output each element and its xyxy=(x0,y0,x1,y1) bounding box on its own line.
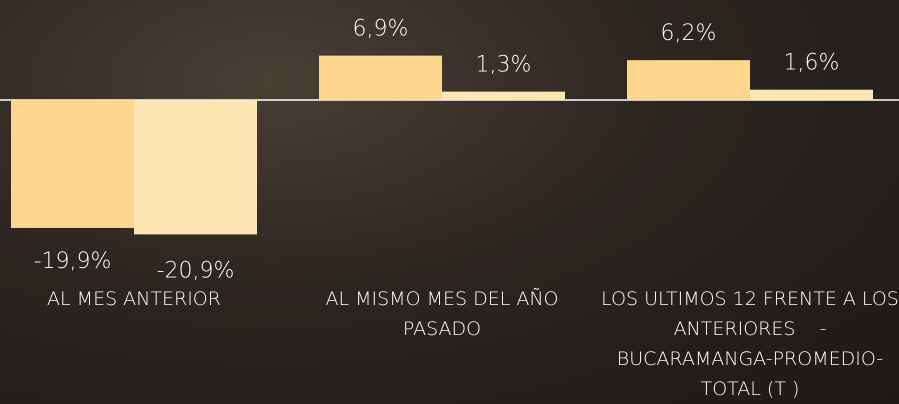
value-label: 1,3% xyxy=(476,53,532,78)
value-label: -19,9% xyxy=(34,249,112,274)
bar xyxy=(750,89,873,100)
category-label: AL MISMO MES DEL AÑO PASADO xyxy=(325,288,565,340)
value-label: -20,9% xyxy=(157,258,235,283)
category-label: AL MES ANTERIOR xyxy=(47,288,221,310)
bar xyxy=(627,60,750,100)
category-label: LOS ULTIMOS 12 FRENTE A LOS ANTERIORES -… xyxy=(601,288,899,400)
bar xyxy=(442,91,565,100)
bar xyxy=(134,100,257,235)
value-label: 6,2% xyxy=(661,21,717,46)
value-label: 6,9% xyxy=(353,17,409,42)
value-label: 1,6% xyxy=(784,51,840,76)
bar xyxy=(11,100,134,228)
bar xyxy=(319,55,442,100)
